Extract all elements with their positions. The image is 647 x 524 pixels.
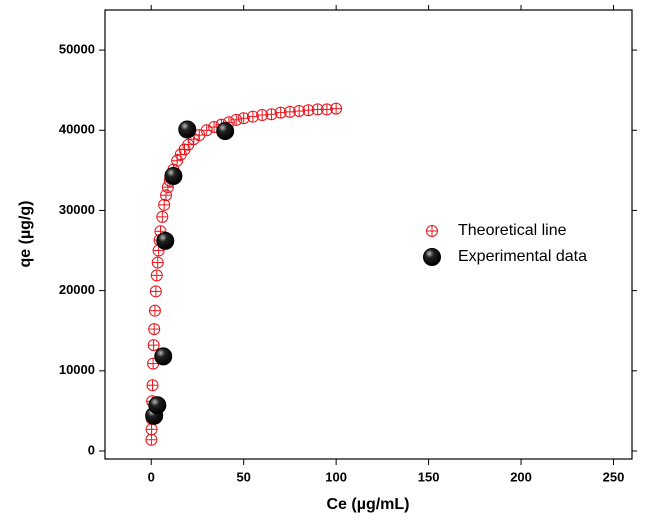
data-point xyxy=(151,256,164,269)
data-point xyxy=(146,379,159,392)
plot-frame xyxy=(104,9,633,460)
x-tick-label: 150 xyxy=(418,469,440,484)
data-point xyxy=(145,423,158,436)
data-point xyxy=(171,154,184,167)
x-axis-label: Ce (µg/mL) xyxy=(327,496,410,513)
data-point xyxy=(148,323,161,336)
legend-label: Experimental data xyxy=(458,248,587,265)
data-point xyxy=(330,102,343,115)
x-tick-label: 100 xyxy=(325,469,347,484)
data-point xyxy=(164,166,183,185)
data-point xyxy=(158,198,171,211)
y-tick-label: 0 xyxy=(88,442,95,457)
data-point xyxy=(148,304,161,317)
data-point xyxy=(145,433,158,446)
legend-label: Theoretical line xyxy=(458,222,567,239)
x-tick-label: 250 xyxy=(603,469,625,484)
data-point xyxy=(150,269,163,282)
data-point xyxy=(156,210,169,223)
data-point xyxy=(178,120,197,139)
x-tick-label: 200 xyxy=(510,469,532,484)
y-tick-label: 40000 xyxy=(59,122,95,137)
data-point xyxy=(200,124,213,137)
y-tick-label: 10000 xyxy=(59,362,95,377)
legend-marker xyxy=(426,225,438,237)
data-point xyxy=(160,189,173,202)
data-point xyxy=(154,347,173,366)
data-point xyxy=(274,106,287,119)
y-tick-label: 50000 xyxy=(59,42,95,57)
legend-marker xyxy=(423,248,441,266)
data-point xyxy=(149,285,162,298)
y-tick-label: 30000 xyxy=(59,202,95,217)
x-tick-label: 0 xyxy=(148,469,155,484)
data-point xyxy=(230,113,243,126)
y-tick-label: 20000 xyxy=(59,282,95,297)
data-point xyxy=(147,339,160,352)
x-tick-label: 50 xyxy=(236,469,250,484)
data-point xyxy=(148,396,167,415)
y-axis-label: qe (µg/g) xyxy=(17,201,34,268)
data-point xyxy=(156,231,175,250)
data-point xyxy=(216,122,235,141)
